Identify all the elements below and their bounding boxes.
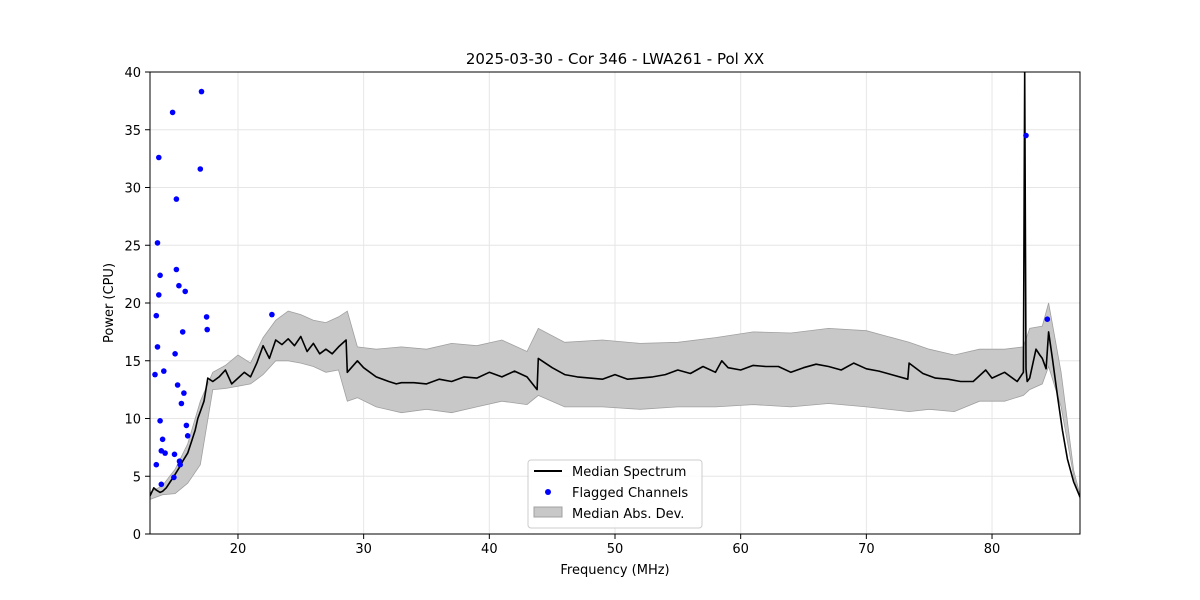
flagged-point <box>162 450 168 456</box>
flagged-point <box>156 292 162 298</box>
median-abs-dev-band <box>150 302 1080 500</box>
flagged-point <box>173 266 180 273</box>
flagged-point <box>159 436 166 443</box>
flagged-point <box>183 422 190 429</box>
flagged-point <box>179 329 186 335</box>
y-axis-ticks: 0 5 10 15 20 25 30 35 40 <box>124 66 150 543</box>
x-tick-label: 60 <box>732 542 749 557</box>
x-tick-label: 30 <box>355 542 372 557</box>
flagged-point <box>157 272 163 279</box>
y-axis-label: Power (CPU) <box>102 263 117 343</box>
flagged-point <box>269 311 275 318</box>
flagged-point <box>171 474 177 481</box>
flagged-point <box>169 109 176 116</box>
legend-mad-swatch <box>533 506 563 518</box>
y-tick-label: 0 <box>133 528 141 543</box>
flagged-point <box>203 314 210 320</box>
y-tick-label: 30 <box>124 182 141 197</box>
flagged-point <box>154 240 161 246</box>
legend-box <box>527 459 703 529</box>
flagged-point <box>181 390 187 396</box>
flagged-point <box>182 288 188 295</box>
chart-title: 2025-03-30 - Cor 346 - LWA261 - Pol XX <box>466 50 764 68</box>
flagged-point <box>152 371 158 378</box>
x-tick-label: 20 <box>230 542 247 557</box>
y-tick-label: 40 <box>124 66 141 81</box>
flagged-point <box>204 326 210 333</box>
flagged-channels-points <box>152 88 1051 488</box>
flagged-point <box>172 351 178 357</box>
flagged-point <box>198 88 205 95</box>
flagged-point <box>177 461 183 468</box>
legend-mad-label: Median Abs. Dev. <box>572 507 684 522</box>
flagged-point <box>171 451 178 458</box>
y-tick-label: 5 <box>133 470 141 485</box>
flagged-point <box>197 166 204 172</box>
flagged-point <box>154 344 161 350</box>
flagged-point <box>156 154 162 161</box>
legend-median-label: Median Spectrum <box>572 465 686 480</box>
x-axis-label: Frequency (MHz) <box>560 563 669 578</box>
x-tick-label: 70 <box>858 542 875 557</box>
flagged-point <box>1023 132 1029 139</box>
flagged-point <box>178 400 185 407</box>
flagged-point <box>1044 316 1051 323</box>
flagged-point <box>161 368 167 374</box>
flagged-point <box>153 312 160 319</box>
flagged-point <box>153 461 160 468</box>
flagged-point <box>158 481 165 488</box>
x-tick-label: 50 <box>607 542 624 557</box>
y-tick-label: 35 <box>124 124 141 139</box>
median-spectrum-line <box>150 72 1080 498</box>
x-tick-label: 80 <box>984 542 1001 557</box>
y-tick-label: 10 <box>124 413 141 428</box>
y-tick-label: 15 <box>124 355 141 370</box>
y-tick-label: 20 <box>124 297 141 312</box>
y-tick-label: 25 <box>124 239 141 254</box>
x-tick-label: 40 <box>481 542 498 557</box>
flagged-point <box>157 418 163 424</box>
x-axis-ticks: 20 30 40 50 60 70 80 <box>230 534 1001 557</box>
flagged-point <box>184 433 191 439</box>
flagged-point <box>174 382 181 388</box>
legend-flagged-label: Flagged Channels <box>572 486 688 501</box>
legend: Median Spectrum Flagged Channels Median … <box>527 459 703 529</box>
flagged-point <box>173 196 180 202</box>
flagged-point <box>176 282 182 289</box>
legend-flagged-swatch <box>545 489 551 495</box>
